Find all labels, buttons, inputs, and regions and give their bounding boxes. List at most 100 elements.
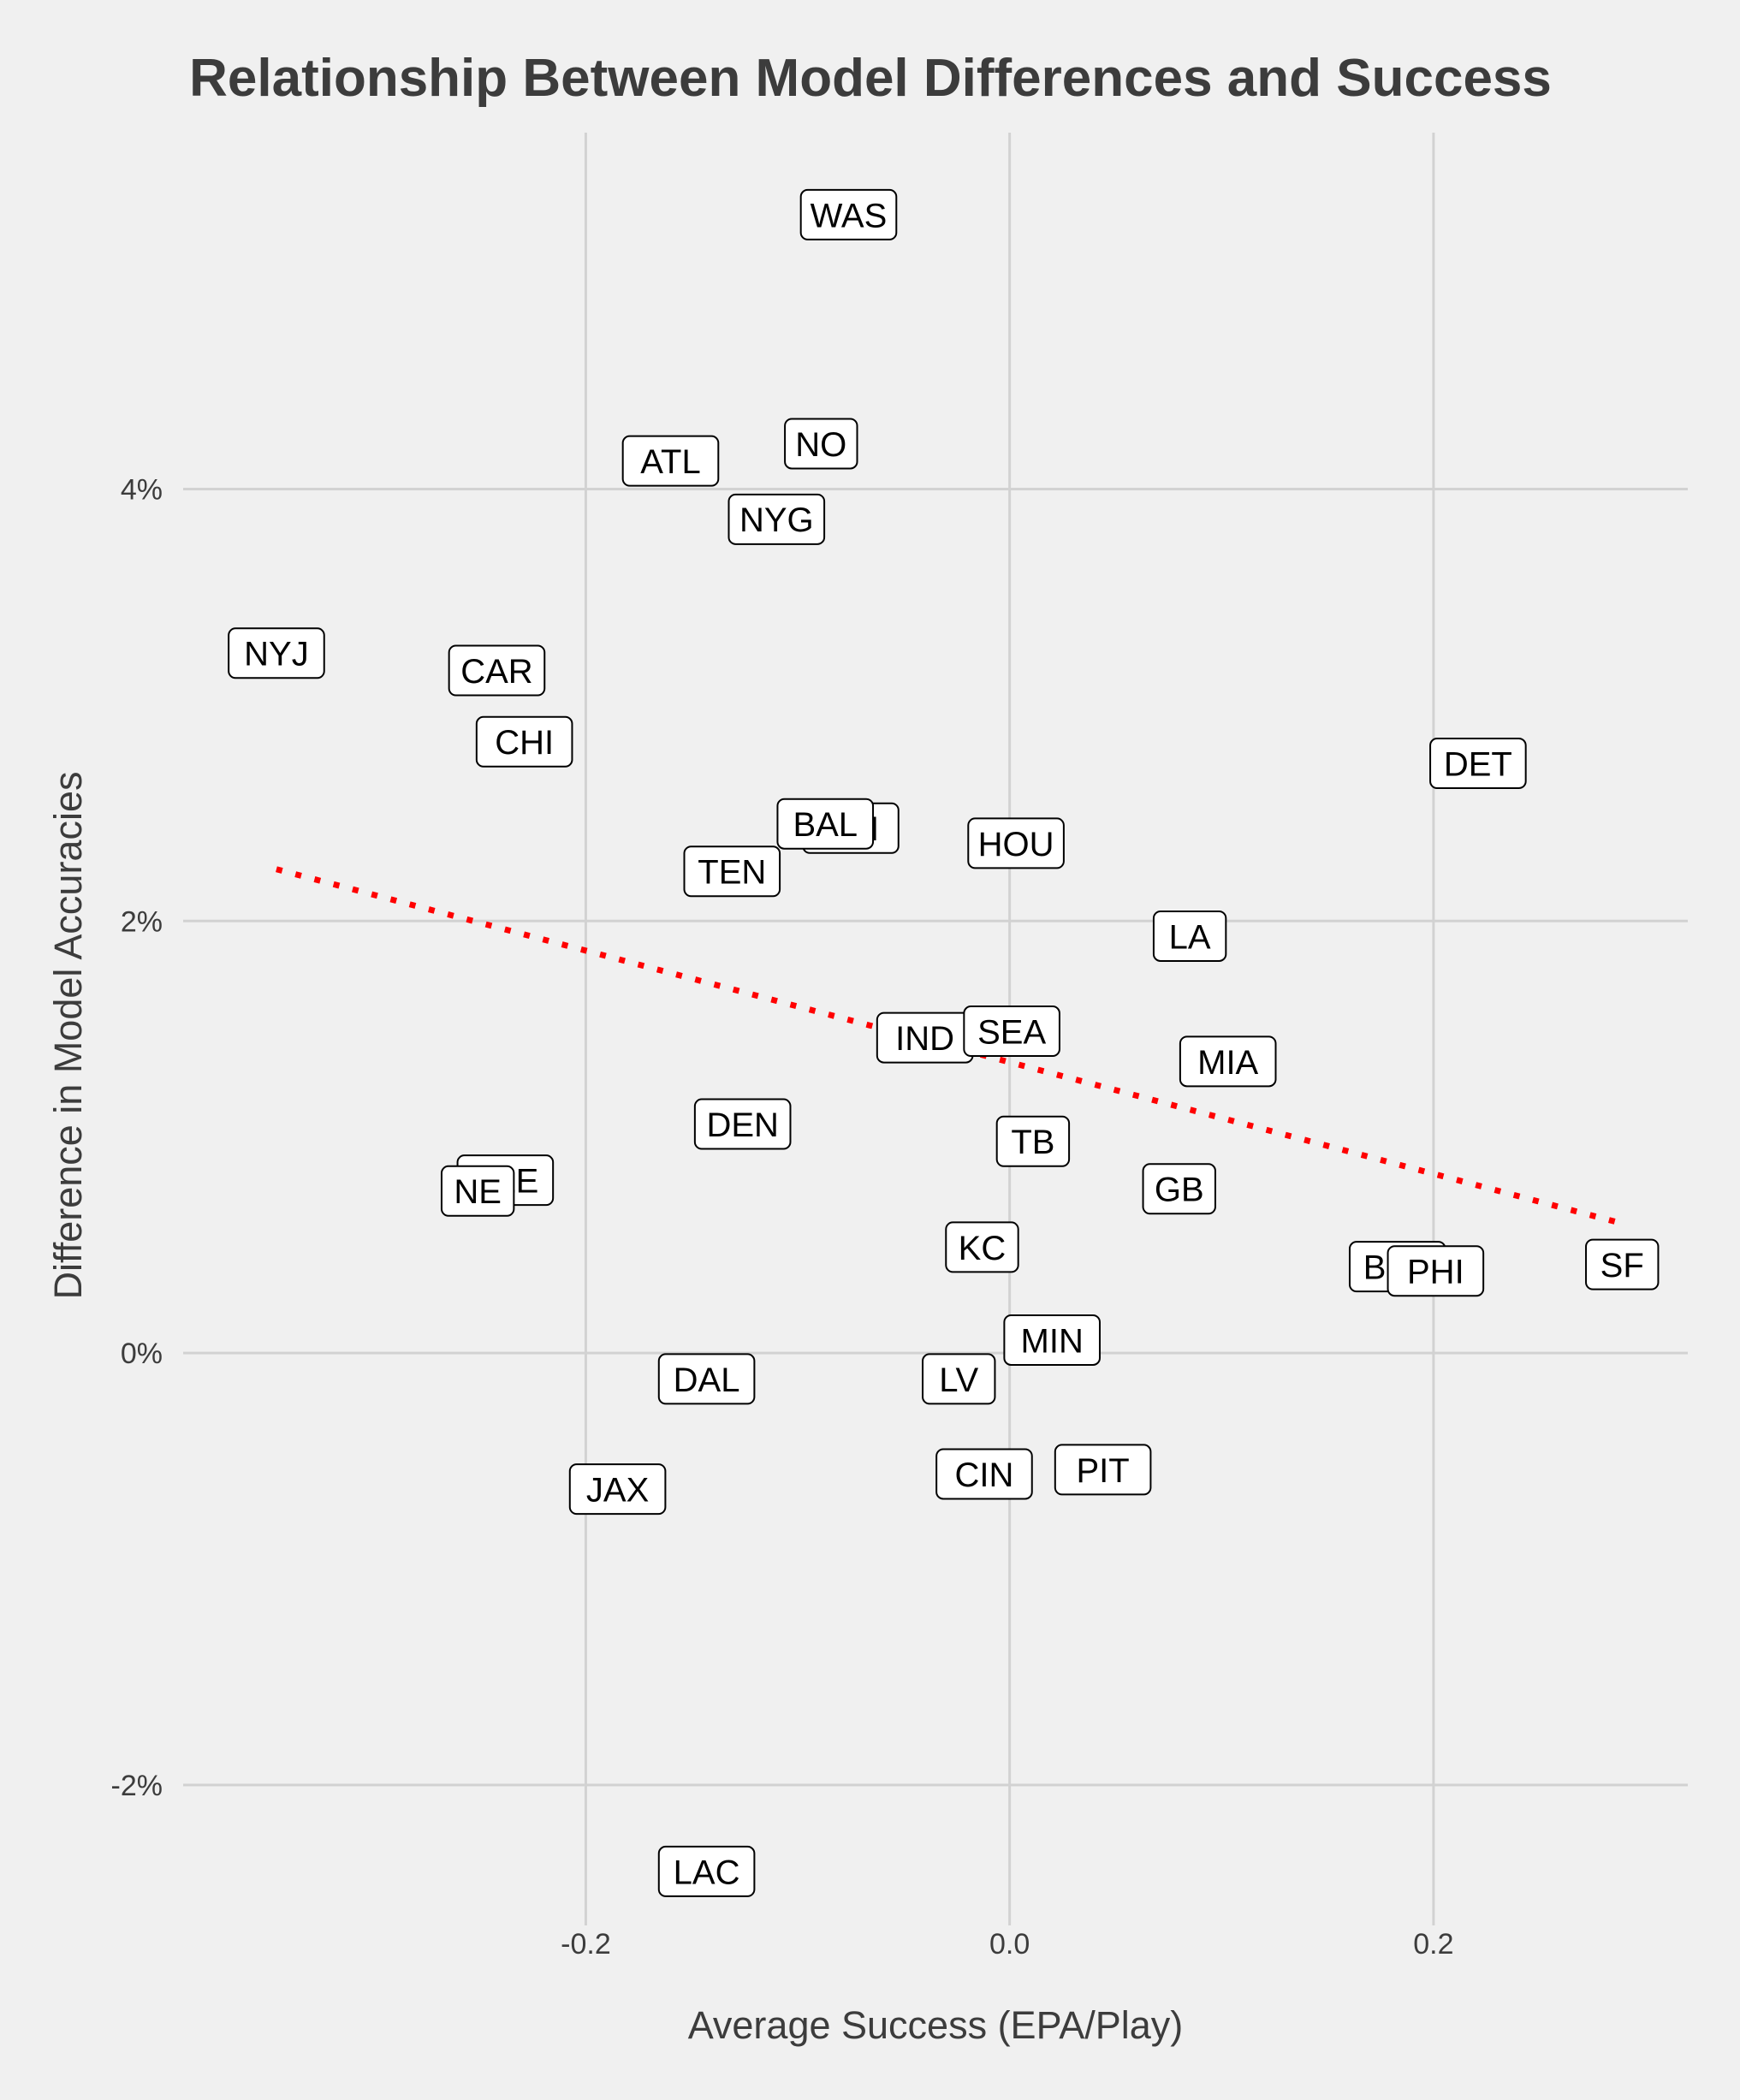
team-point: CIN [935,1448,1033,1500]
team-label: LAC [674,1854,740,1891]
team-label: PHI [1407,1254,1464,1291]
x-tick-label: -0.2 [561,1928,611,1961]
team-label-box [440,1165,515,1217]
team-point: KC [945,1221,1019,1273]
team-label: NYG [739,501,814,539]
y-axis-title: Difference in Model Accuracies [46,772,90,1300]
team-label: WAS [811,197,888,234]
team-point: LA [1152,910,1227,962]
team-label-box [568,1463,667,1516]
x-tick-label: 0.0 [989,1928,1030,1961]
team-point: NO [784,418,858,470]
team-label-box [945,1221,1019,1273]
team-point: MIA [1179,1035,1277,1088]
team-label: CIN [955,1456,1014,1494]
team-point: NE [440,1165,515,1217]
team-label-box [799,188,898,240]
team-label-box [963,1006,1060,1058]
team-label: NYJ [244,636,309,673]
team-label: JAX [586,1472,649,1510]
y-tick-label: 2% [121,905,163,938]
team-label-box [776,798,875,850]
team-point: CHI [475,715,573,768]
team-label: CAR [460,653,532,691]
team-point: SEA [963,1006,1060,1058]
team-label: TEN [698,854,766,892]
team-label: LV [939,1361,978,1399]
team-point: DEN [693,1098,792,1150]
team-point: SF [1585,1238,1660,1290]
team-point: IND [876,1011,974,1064]
team-label: IND [895,1020,954,1058]
team-label-box [621,435,720,487]
team-label-box [1387,1245,1485,1297]
team-label: MIA [1197,1044,1258,1082]
team-point: NYJ [228,627,325,679]
y-tick-label: 4% [121,473,163,506]
team-label-box [657,1845,756,1897]
team-point: TB [995,1115,1071,1167]
team-label: NE [454,1173,502,1211]
team-point: LAC [657,1845,756,1897]
team-label: ATL [640,443,700,481]
team-label: NO [795,426,846,464]
team-point: NYG [727,493,826,545]
team-label-box [922,1353,996,1405]
team-point: HOU [967,817,1065,869]
team-label-box [995,1115,1071,1167]
team-label: TB [1011,1124,1054,1161]
team-label-box [1429,738,1527,790]
team-label-box [683,845,781,898]
team-label-box [967,817,1065,869]
team-label: SF [1600,1247,1644,1284]
team-label-box [693,1098,792,1150]
team-point: ATL [621,435,720,487]
team-label: KC [959,1230,1007,1267]
team-label: MIN [1021,1322,1084,1360]
team-label: HOU [978,826,1054,863]
team-point: MIN [1003,1314,1101,1366]
x-axis-ticks: -0.2 0.0 0.2 [561,1928,1453,1961]
team-point: DAL [657,1353,756,1405]
team-point: BAL [776,798,875,850]
team-label-box [1054,1444,1152,1496]
team-label-box [228,627,325,679]
x-axis-title: Average Success (EPA/Play) [688,2003,1184,2047]
team-label-box [475,715,573,768]
team-point: JAX [568,1463,667,1516]
team-label-box [1152,910,1227,962]
team-label: PIT [1076,1452,1129,1490]
team-label: DET [1444,745,1512,783]
team-point: WAS [799,188,898,240]
y-tick-label: 0% [121,1338,163,1370]
team-label: BAL [793,806,858,844]
team-label: GB [1155,1172,1204,1209]
team-label-box [784,418,858,470]
team-label-box [1003,1314,1101,1366]
team-label-box [1179,1035,1277,1088]
team-label-box [448,644,546,697]
team-label: DAL [674,1361,740,1399]
team-label: CHI [495,724,554,762]
chart-title: Relationship Between Model Differences a… [189,49,1552,108]
team-point: LV [922,1353,996,1405]
team-label: LA [1169,918,1211,956]
team-label-box [1142,1163,1216,1215]
team-label-box [657,1353,756,1405]
team-point: PIT [1054,1444,1152,1496]
team-label: DEN [706,1106,778,1144]
team-label: SEA [977,1013,1046,1051]
team-point: DET [1429,738,1527,790]
team-point: PHI [1387,1245,1485,1297]
team-labels: WASNOATLNYGNYJCARCHIDETARIBALHOUTENLAIND… [228,188,1660,1897]
y-tick-label: -2% [111,1770,163,1802]
x-tick-label: 0.2 [1413,1928,1453,1961]
team-point: TEN [683,845,781,898]
y-axis-ticks: -2% 0% 2% 4% [111,473,163,1801]
team-point: GB [1142,1163,1216,1215]
team-label-box [935,1448,1033,1500]
team-label-box [1585,1238,1660,1290]
team-point: CAR [448,644,546,697]
